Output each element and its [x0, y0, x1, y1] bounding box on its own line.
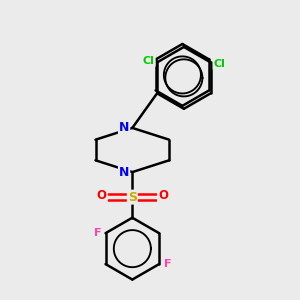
- Text: S: S: [128, 190, 137, 204]
- Text: N: N: [119, 122, 129, 134]
- Text: N: N: [119, 166, 129, 178]
- Text: Cl: Cl: [143, 56, 155, 66]
- Text: Cl: Cl: [214, 59, 225, 69]
- Text: F: F: [94, 228, 101, 238]
- Text: F: F: [164, 259, 171, 269]
- Text: O: O: [158, 189, 168, 202]
- Text: O: O: [97, 189, 107, 202]
